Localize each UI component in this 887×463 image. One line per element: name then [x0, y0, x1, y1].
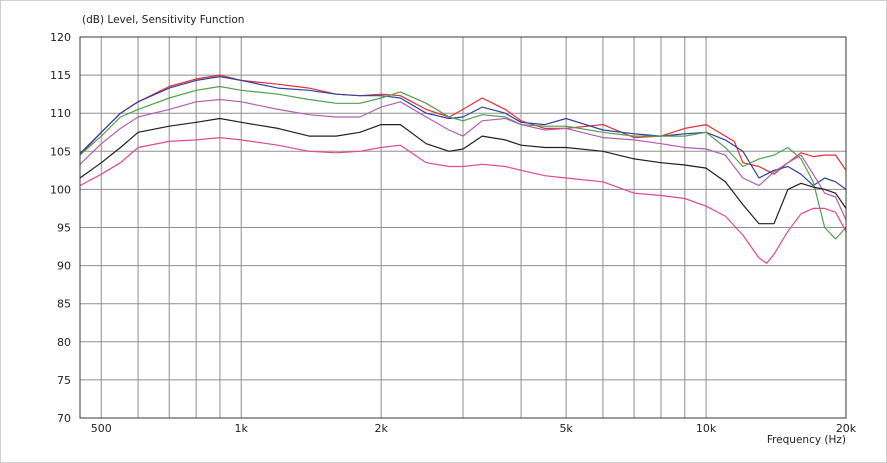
series-line-1 — [79, 74, 847, 175]
chart-title: (dB) Level, Sensitivity Function — [82, 14, 244, 26]
series-line-2 — [79, 76, 847, 190]
y-tick-label: 120 — [50, 31, 71, 44]
grid-layer — [80, 36, 847, 419]
x-axis-label: Frequency (Hz) — [767, 434, 846, 446]
series-layer — [79, 74, 847, 264]
series-line-4 — [79, 98, 847, 221]
plot-area-border — [79, 36, 847, 419]
y-tick-label: 95 — [57, 222, 71, 235]
y-tick-label: 90 — [57, 260, 71, 273]
series-line-3 — [79, 85, 847, 240]
y-tick-label: 75 — [57, 374, 71, 387]
x-tick-label: 5k — [559, 422, 573, 435]
x-tick-label: 1k — [235, 422, 249, 435]
y-tick-label: 110 — [50, 107, 71, 120]
y-tick-label: 115 — [50, 69, 71, 82]
y-tick-label: 70 — [57, 412, 71, 425]
y-tick-label: 100 — [50, 183, 71, 196]
x-tick-label: 2k — [374, 422, 388, 435]
x-tick-label: 500 — [91, 422, 112, 435]
y-tick-label: 80 — [57, 336, 71, 349]
y-tick-label: 85 — [57, 298, 71, 311]
y-tick-label: 105 — [50, 145, 71, 158]
tick-label-layer: 70 75 80 85 90 95 100 105 110 115 120 500 1k 2k 5k 10k 2… — [50, 31, 857, 435]
series-line-6 — [79, 137, 847, 264]
x-tick-label: 10k — [696, 422, 717, 435]
series-line-5 — [79, 117, 847, 225]
x-tick-label: 20k — [836, 422, 857, 435]
